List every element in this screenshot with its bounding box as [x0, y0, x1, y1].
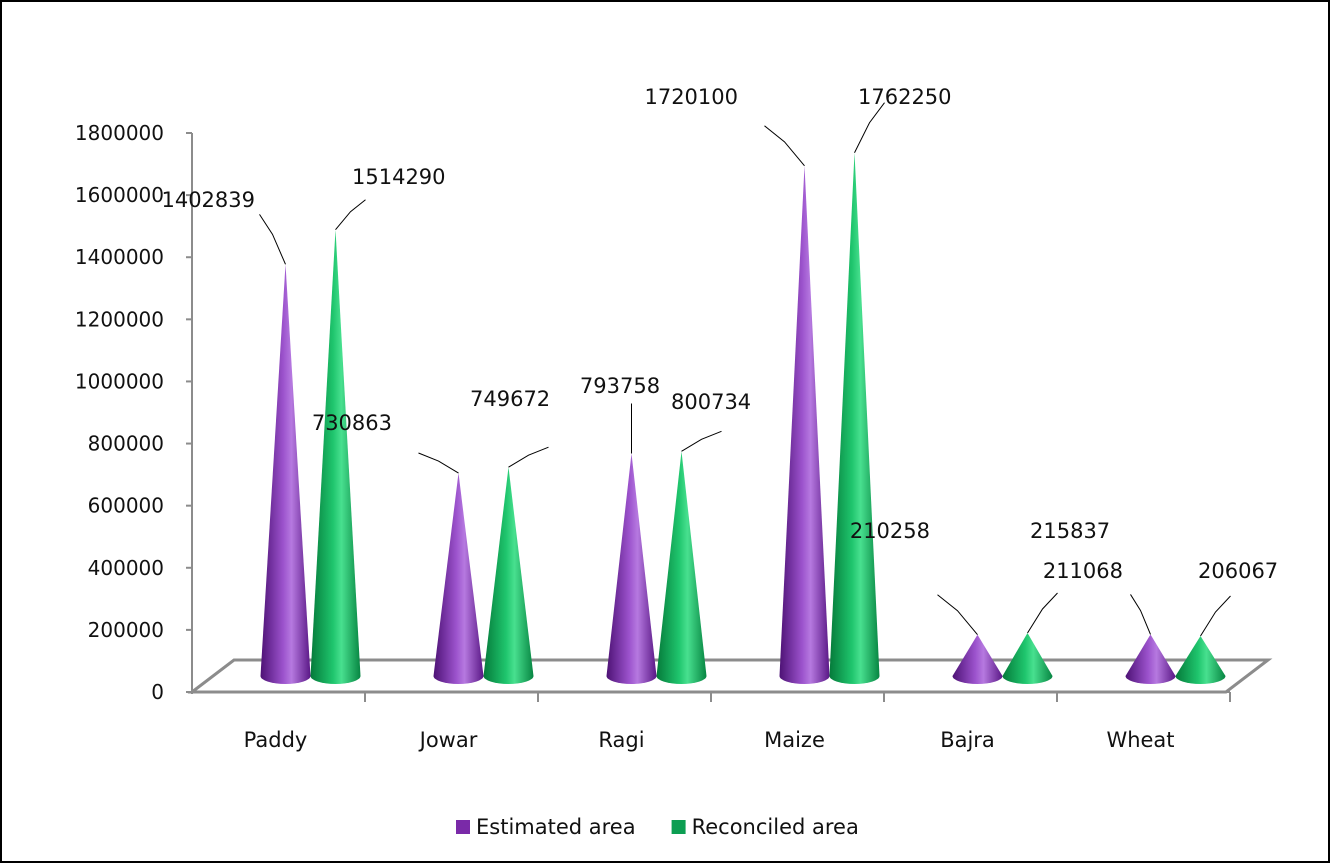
data-label-leader	[854, 102, 885, 153]
data-label: 210258	[850, 519, 930, 543]
legend-label: Estimated area	[476, 815, 636, 839]
y-tick-label: 800000	[88, 432, 164, 456]
x-tick-label: Jowar	[418, 728, 478, 752]
cone-body	[483, 467, 534, 684]
data-label: 215837	[1030, 519, 1110, 543]
data-label: 1762250	[858, 85, 952, 109]
cone-body	[1002, 632, 1053, 684]
cone-jowar-reconciled	[483, 467, 534, 684]
data-label-leader	[335, 199, 366, 231]
y-tick-label: 200000	[88, 618, 164, 642]
cone-ragi-estimated	[606, 453, 657, 684]
data-label: 730863	[312, 411, 392, 435]
y-tick-label: 1200000	[75, 307, 164, 331]
legend-item-estimated: Estimated area	[456, 815, 636, 839]
legend-item-reconciled: Reconciled area	[671, 815, 859, 839]
y-tick-label: 1600000	[75, 183, 164, 207]
data-label: 793758	[580, 374, 660, 398]
data-label-leader	[259, 214, 286, 265]
cone-body	[433, 473, 484, 684]
legend-swatch	[456, 820, 470, 834]
cone-ragi-reconciled	[656, 451, 707, 684]
cone-wheat-estimated	[1125, 634, 1176, 684]
data-label-leader	[937, 594, 978, 636]
x-tick-label: Wheat	[1106, 728, 1174, 752]
x-tick-label: Maize	[764, 728, 825, 752]
data-label-leader	[1130, 594, 1151, 635]
cone-jowar-estimated	[433, 473, 484, 684]
data-label: 1402839	[161, 188, 255, 212]
cone-body	[260, 264, 311, 684]
x-tick-label: Bajra	[940, 728, 995, 752]
cone-body	[1125, 634, 1176, 684]
cone-body	[952, 634, 1003, 684]
y-tick-label: 1400000	[75, 245, 164, 269]
cone-body	[310, 229, 361, 684]
x-tick-label: Paddy	[244, 728, 308, 752]
cone-wheat-reconciled	[1175, 636, 1226, 684]
cone-body	[829, 152, 880, 685]
cone-body	[606, 453, 657, 684]
x-tick-label: Ragi	[598, 728, 644, 752]
y-tick-label: 0	[151, 680, 164, 704]
cone-paddy-estimated	[260, 264, 311, 684]
y-tick-label: 1800000	[75, 121, 164, 145]
data-label-leader	[418, 452, 459, 474]
y-tick-label: 400000	[88, 556, 164, 580]
cone-body	[779, 165, 830, 685]
y-tick-label: 600000	[88, 494, 164, 518]
cone-body	[1175, 636, 1226, 684]
data-label-leader	[764, 125, 805, 167]
cone-body	[656, 451, 707, 684]
data-label-leader	[1027, 592, 1058, 634]
cone-maize-reconciled	[829, 152, 880, 685]
data-label: 211068	[1043, 559, 1123, 583]
y-tick-label: 1000000	[75, 369, 164, 393]
data-label: 1720100	[644, 85, 738, 109]
data-label-leader	[681, 430, 722, 452]
cone-bajra-reconciled	[1002, 632, 1053, 684]
data-label: 1514290	[352, 165, 446, 189]
legend-label: Reconciled area	[692, 815, 859, 839]
cone-maize-estimated	[779, 165, 830, 685]
data-label-leader	[508, 446, 549, 468]
data-label-leader	[1200, 595, 1231, 637]
legend-swatch	[671, 820, 686, 834]
cone-paddy-reconciled	[310, 229, 361, 684]
data-label: 800734	[671, 390, 751, 414]
cone-bajra-estimated	[952, 634, 1003, 684]
data-label: 206067	[1198, 559, 1278, 583]
data-label: 749672	[470, 387, 550, 411]
